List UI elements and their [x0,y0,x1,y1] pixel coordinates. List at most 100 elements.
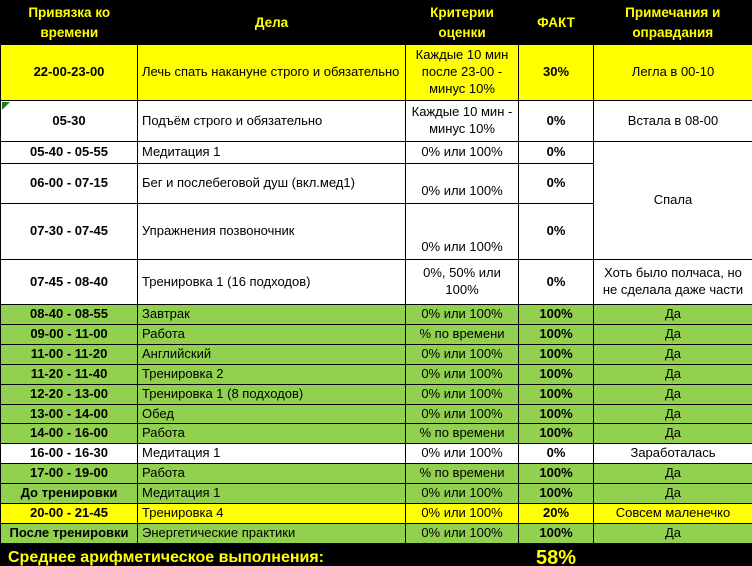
time-cell[interactable]: 11-00 - 11-20 [0,343,138,365]
fact-cell-text: 100% [539,405,573,421]
criteria-cell[interactable]: 0% или 100% [405,443,519,465]
note-cell[interactable]: Да [593,403,752,425]
criteria-cell[interactable]: 0% или 100% [405,141,519,165]
criteria-cell[interactable]: 0% или 100% [405,483,519,505]
criteria-cell[interactable]: Каждые 10 мин - минус 10% [405,100,519,143]
time-cell[interactable]: 05-40 - 05-55 [0,141,138,165]
fact-cell[interactable]: 0% [518,203,594,261]
task-cell[interactable]: Работа [137,423,406,445]
note-cell[interactable]: Да [593,423,752,445]
task-cell[interactable]: Медитация 1 [137,483,406,505]
fact-cell[interactable]: 0% [518,163,594,205]
header-cell-notes[interactable]: Примечания и оправдания [593,0,752,45]
task-cell[interactable]: Подъём строго и обязательно [137,100,406,143]
time-cell[interactable]: 12-20 - 13-00 [0,383,138,405]
time-cell[interactable]: 08-40 - 08-55 [0,304,138,326]
criteria-cell[interactable]: 0% или 100% [405,363,519,385]
task-cell[interactable]: Тренировка 1 (8 подходов) [137,383,406,405]
fact-cell[interactable]: 100% [518,383,594,405]
fact-cell[interactable]: 0% [518,259,594,306]
task-cell[interactable]: Бег и послебеговой душ (вкл.мед1) [137,163,406,205]
header-cell-time[interactable]: Привязка ко времени [0,0,138,45]
task-cell[interactable]: Завтрак [137,304,406,326]
fact-cell[interactable]: 30% [518,44,594,102]
task-cell[interactable]: Тренировка 2 [137,363,406,385]
fact-cell-text: 100% [539,485,573,501]
note-cell[interactable]: Да [593,304,752,326]
fact-cell-text: 100% [539,306,573,322]
note-cell[interactable]: Да [593,483,752,505]
fact-cell[interactable]: 100% [518,522,594,544]
fact-cell[interactable]: 100% [518,463,594,485]
note-cell[interactable]: Легла в 00-10 [593,44,752,102]
criteria-cell[interactable]: 0% или 100% [405,304,519,326]
header-cell-criteria[interactable]: Критерии оценки [405,0,519,45]
note-cell[interactable]: Совсем маленечко [593,503,752,524]
time-cell[interactable]: 09-00 - 11-00 [0,324,138,345]
time-cell[interactable]: 07-45 - 08-40 [0,259,138,306]
criteria-cell[interactable]: % по времени [405,324,519,345]
note-cell[interactable]: Да [593,324,752,345]
fact-cell[interactable]: 100% [518,324,594,345]
summary-label[interactable]: Среднее арифметическое выполнения: [0,543,519,566]
fact-cell[interactable]: 100% [518,483,594,505]
criteria-cell[interactable]: 0% или 100% [405,163,519,205]
task-cell[interactable]: Медитация 1 [137,141,406,165]
time-cell[interactable]: 07-30 - 07-45 [0,203,138,261]
task-cell[interactable]: Работа [137,324,406,345]
note-cell[interactable]: Да [593,363,752,385]
time-cell[interactable]: После тренировки [0,522,138,544]
time-cell[interactable]: 13-00 - 14-00 [0,403,138,425]
time-cell[interactable]: 14-00 - 16-00 [0,423,138,445]
fact-cell[interactable]: 100% [518,304,594,326]
note-cell[interactable]: Спала [593,141,752,261]
note-cell[interactable]: Да [593,383,752,405]
note-cell[interactable]: Да [593,463,752,485]
criteria-cell[interactable]: Каждые 10 мин после 23-00 - минус 10% [405,44,519,102]
criteria-cell[interactable]: 0% или 100% [405,203,519,261]
criteria-cell[interactable]: 0% или 100% [405,383,519,405]
task-cell[interactable]: Работа [137,463,406,485]
task-cell[interactable]: Энергетические практики [137,522,406,544]
criteria-cell[interactable]: % по времени [405,423,519,445]
task-cell[interactable]: Лечь спать накануне строго и обязательно [137,44,406,102]
criteria-cell[interactable]: 0%, 50% или 100% [405,259,519,306]
fact-cell[interactable]: 100% [518,343,594,365]
task-cell[interactable]: Медитация 1 [137,443,406,465]
task-cell[interactable]: Тренировка 1 (16 подходов) [137,259,406,306]
note-cell[interactable]: Хоть было полчаса, но не сделала даже ча… [593,259,752,306]
task-cell[interactable]: Упражнения позвоночник [137,203,406,261]
header-cell-tasks[interactable]: Дела [137,0,406,45]
criteria-cell[interactable]: 0% или 100% [405,503,519,524]
criteria-cell-text: Каждые 10 мин после 23-00 - минус 10% [415,47,509,97]
fact-cell[interactable]: 0% [518,141,594,165]
header-cell-fact[interactable]: ФАКТ [518,0,594,45]
task-cell[interactable]: Тренировка 4 [137,503,406,524]
time-cell[interactable]: 17-00 - 19-00 [0,463,138,485]
task-cell[interactable]: Обед [137,403,406,425]
fact-cell[interactable]: 0% [518,443,594,465]
time-cell[interactable]: 22-00-23-00 [0,44,138,102]
note-cell[interactable]: Встала в 08-00 [593,100,752,143]
summary-empty-cell[interactable] [593,543,752,566]
time-cell[interactable]: 16-00 - 16-30 [0,443,138,465]
time-cell[interactable]: 11-20 - 11-40 [0,363,138,385]
summary-value[interactable]: 58% [518,543,594,566]
fact-cell[interactable]: 20% [518,503,594,524]
time-cell[interactable]: 06-00 - 07-15 [0,163,138,205]
task-cell[interactable]: Английский [137,343,406,365]
time-cell[interactable]: 20-00 - 21-45 [0,503,138,524]
note-cell[interactable]: Да [593,522,752,544]
fact-cell[interactable]: 100% [518,363,594,385]
note-cell[interactable]: Да [593,343,752,365]
criteria-cell[interactable]: 0% или 100% [405,403,519,425]
note-cell[interactable]: Заработалась [593,443,752,465]
fact-cell[interactable]: 100% [518,423,594,445]
fact-cell[interactable]: 100% [518,403,594,425]
criteria-cell[interactable]: % по времени [405,463,519,485]
time-cell[interactable]: До тренировки [0,483,138,505]
criteria-cell[interactable]: 0% или 100% [405,343,519,365]
criteria-cell[interactable]: 0% или 100% [405,522,519,544]
time-cell[interactable]: 05-30 [0,100,138,143]
fact-cell[interactable]: 0% [518,100,594,143]
